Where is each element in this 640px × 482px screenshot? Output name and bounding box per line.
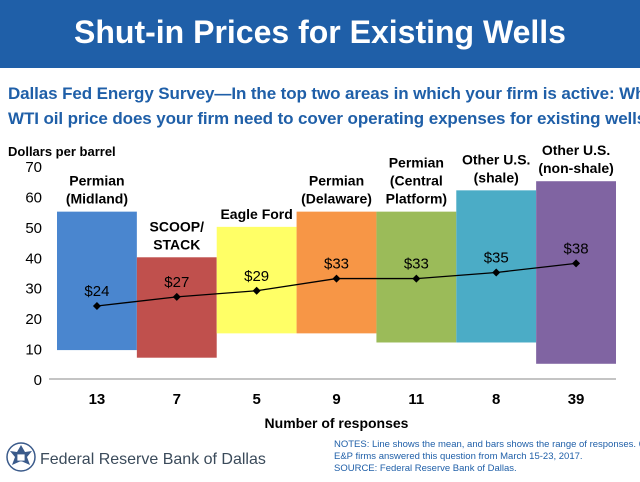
mean-marker xyxy=(252,286,261,295)
category-label: Permian xyxy=(309,173,364,189)
category-label: SCOOP/ xyxy=(150,218,205,234)
mean-marker xyxy=(412,274,421,283)
x-tick-label: 8 xyxy=(492,391,500,408)
range-bar xyxy=(296,211,377,334)
mean-marker xyxy=(572,259,581,268)
mean-marker xyxy=(92,301,101,310)
category-label: (shale) xyxy=(474,169,519,185)
page-title-banner: Shut-in Prices for Existing Wells xyxy=(0,0,640,68)
x-tick-label: 11 xyxy=(408,391,424,408)
subtitle-line-1: Dallas Fed Energy Survey—In the top two … xyxy=(8,84,640,103)
mean-data-label: $33 xyxy=(404,256,429,273)
category-label: STACK xyxy=(153,236,200,252)
x-tick-label: 13 xyxy=(89,391,106,408)
category-label: Permian xyxy=(69,173,124,189)
notes-line-1: NOTES: Line shows the mean, and bars sho… xyxy=(334,439,640,450)
category-label: Permian xyxy=(389,155,444,171)
category-label: (Midland) xyxy=(66,191,128,207)
range-bar xyxy=(216,226,297,334)
mean-data-label: $33 xyxy=(324,256,349,273)
page-title: Shut-in Prices for Existing Wells xyxy=(74,14,566,50)
subtitle-line-2: WTI oil price does your firm need to cov… xyxy=(8,109,640,128)
category-label: Eagle Ford xyxy=(220,206,292,222)
category-label: Other U.S. xyxy=(542,142,610,158)
y-tick-label: 20 xyxy=(25,311,42,328)
mean-marker xyxy=(492,268,501,277)
chart-subtitle: Dallas Fed Energy Survey—In the top two … xyxy=(8,81,640,131)
mean-data-label: $29 xyxy=(244,268,269,285)
y-tick-label: 10 xyxy=(25,342,42,359)
organization-name: Federal Reserve Bank of Dallas xyxy=(40,451,266,468)
mean-marker xyxy=(332,274,341,283)
category-label: Platform) xyxy=(386,191,447,207)
x-tick-label: 7 xyxy=(173,391,181,408)
category-label: (non-shale) xyxy=(538,160,613,176)
mean-data-label: $35 xyxy=(484,250,509,267)
mean-data-label: $38 xyxy=(564,240,589,257)
x-tick-label: 5 xyxy=(252,391,260,408)
y-tick-label: 0 xyxy=(34,372,42,389)
x-tick-label: 39 xyxy=(568,391,585,408)
y-tick-label: 50 xyxy=(25,220,42,237)
mean-data-label: $24 xyxy=(84,283,109,300)
y-tick-label: 30 xyxy=(25,281,42,298)
chart-notes: NOTES: Line shows the mean, and bars sho… xyxy=(334,439,640,475)
category-label: (Delaware) xyxy=(301,191,372,207)
y-tick-label: 40 xyxy=(25,250,42,267)
notes-line-2: E&P firms answered this question from Ma… xyxy=(334,451,583,462)
range-bar xyxy=(136,257,217,358)
mean-marker xyxy=(172,292,181,301)
notes-line-3: SOURCE: Federal Reserve Bank of Dallas. xyxy=(334,463,517,474)
category-label: (Central xyxy=(390,173,443,189)
x-tick-label: 9 xyxy=(332,391,340,408)
y-axis-label: Dollars per barrel xyxy=(8,144,116,159)
mean-data-label: $27 xyxy=(164,274,189,291)
y-tick-label: 70 xyxy=(25,159,42,176)
range-bar xyxy=(57,211,137,351)
federal-reserve-seal-icon xyxy=(6,442,36,472)
x-axis-label: Number of responses xyxy=(265,415,409,431)
shut-in-price-chart: Dollars per barrel 0 10 20 30 40 50 60 70 Permian… xyxy=(8,142,616,431)
y-tick-label: 60 xyxy=(25,189,42,206)
category-label: Other U.S. xyxy=(462,151,530,167)
range-bar xyxy=(456,190,537,343)
range-bar xyxy=(536,181,616,364)
